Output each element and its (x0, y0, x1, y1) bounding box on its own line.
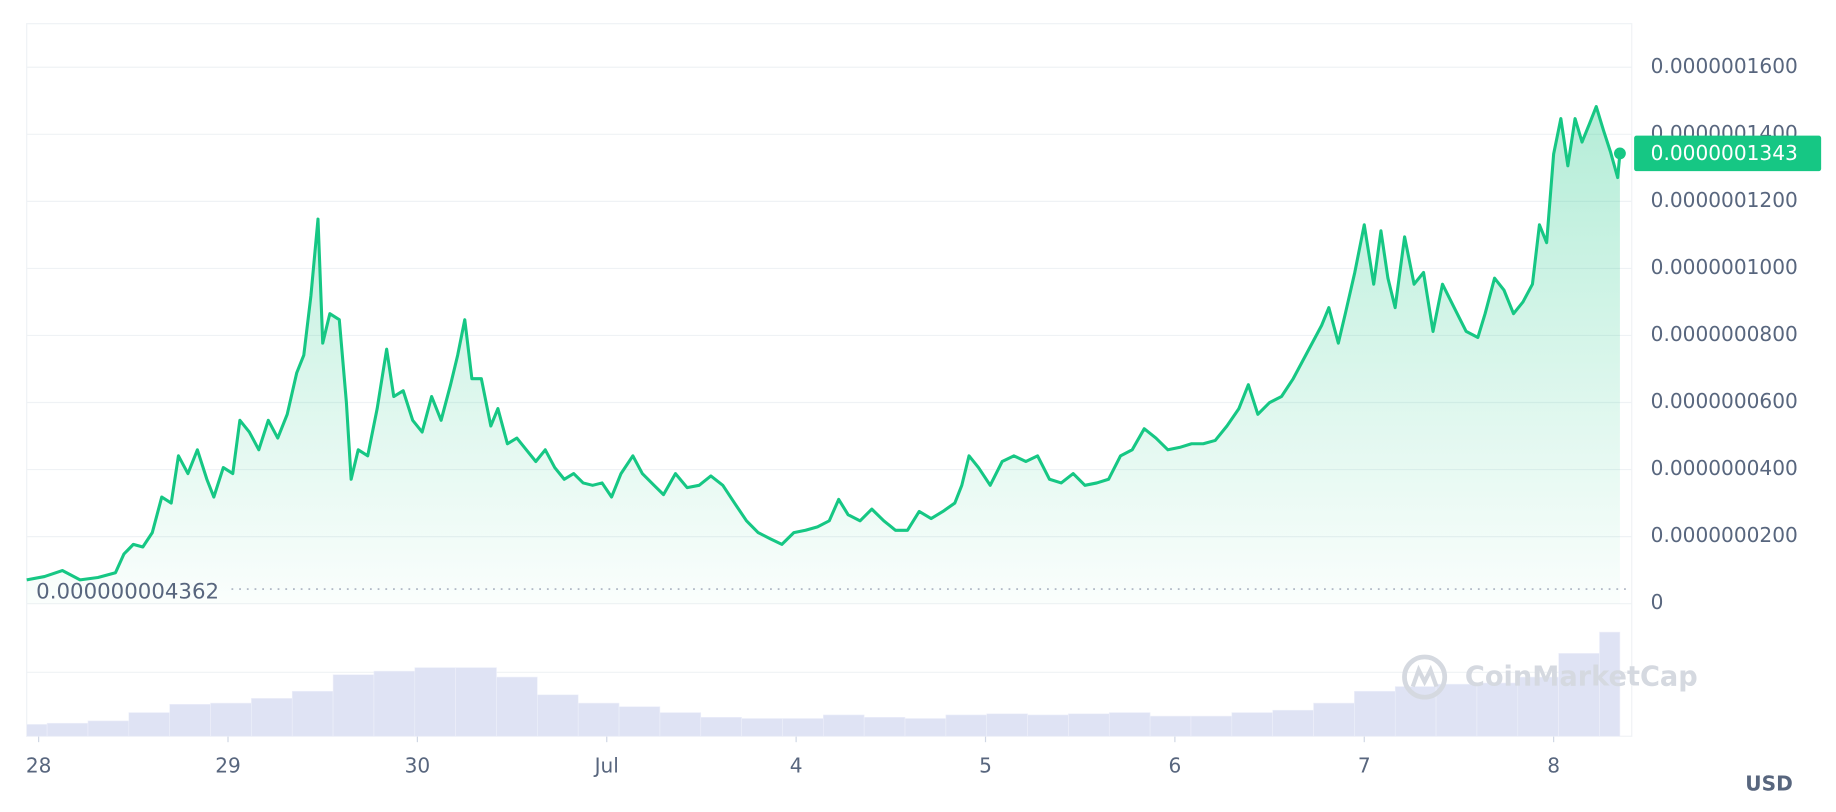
volume-bar (1599, 631, 1621, 737)
volume-bar (577, 702, 620, 737)
price-area (26, 106, 1620, 604)
x-tick-label: 29 (215, 754, 241, 778)
watermark: CoinMarketCap (1465, 662, 1698, 693)
y-tick-label: 0.0000001200 (1651, 188, 1798, 212)
current-price-label: 0.0000001343 (1651, 141, 1798, 165)
volume-bar (741, 718, 783, 737)
volume-bar (1190, 715, 1233, 737)
volume-bar (1272, 709, 1314, 737)
watermark-logo-mark (1410, 664, 1439, 688)
y-tick-label: 0.0000001600 (1651, 54, 1798, 78)
volume-bar (1027, 714, 1069, 737)
volume-bar (373, 670, 416, 737)
y-tick-label: 0.0000000200 (1651, 523, 1798, 547)
volume-bar (700, 717, 742, 737)
volume-bar (1108, 712, 1151, 737)
volume-bar (659, 712, 702, 737)
x-tick-label: 28 (26, 754, 52, 778)
volume-bar (537, 694, 579, 737)
volume-bar (26, 724, 48, 737)
volume-bar (128, 712, 170, 737)
volume-bar (1231, 712, 1273, 737)
volume-bar (332, 674, 375, 737)
price-line (26, 104, 1622, 582)
y-tick-label: 0.0000000800 (1651, 322, 1798, 346)
volume-bar (863, 717, 906, 737)
watermark-logo (1402, 654, 1448, 700)
volume-bar (251, 698, 293, 737)
x-tick-label: Jul (593, 754, 619, 778)
y-tick-label: 0.0000000600 (1651, 389, 1798, 413)
volume-bar (1476, 682, 1519, 737)
y-tick-label: 0.0000001000 (1651, 255, 1798, 279)
volume-bar (1149, 715, 1192, 737)
volume-bar (455, 667, 497, 737)
x-tick-label: 30 (405, 754, 431, 778)
volume-bar (87, 720, 130, 737)
volume-bar (782, 718, 824, 737)
x-tick-label: 5 (979, 754, 992, 778)
volume-bar (1354, 690, 1396, 737)
volume-bar (1313, 702, 1355, 737)
volume-bar (291, 690, 334, 737)
current-price-tag (1634, 135, 1822, 172)
volume-bar (945, 714, 988, 737)
volume-bar (904, 718, 947, 737)
min-price-label: 0.000000004362 (36, 580, 219, 605)
x-tick-label: 7 (1358, 754, 1371, 778)
x-tick-label: 6 (1168, 754, 1181, 778)
currency-label: USD (1745, 771, 1793, 795)
x-tick-label: 4 (790, 754, 803, 778)
volume-bar (986, 713, 1028, 737)
volume-bar (496, 676, 538, 737)
last-point (1614, 147, 1626, 160)
volume-bar (210, 702, 252, 737)
volume-bar (1558, 653, 1600, 737)
x-tick-label: 8 (1547, 754, 1560, 778)
watermark-group: CoinMarketCap (1402, 654, 1698, 700)
volume-bar (618, 706, 661, 737)
volume-bar (823, 714, 865, 737)
y-tick-label: 0.0000000400 (1651, 456, 1798, 480)
volume-bar (1517, 676, 1559, 737)
volume-bar (414, 667, 456, 737)
volume-bar (169, 703, 211, 737)
volume-bar (1435, 683, 1478, 737)
volume-bar (1068, 713, 1110, 737)
volume-bar (46, 722, 89, 737)
y-tick-label: 0 (1651, 590, 1664, 614)
